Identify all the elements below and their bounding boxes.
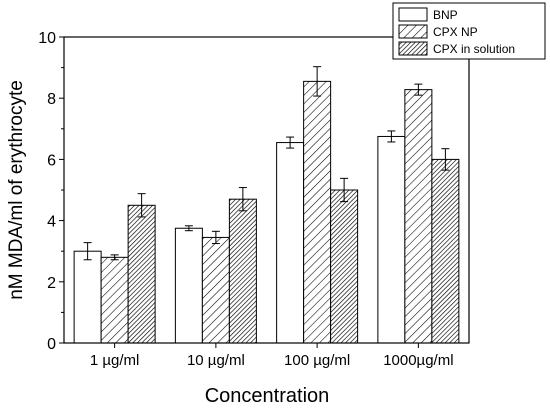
legend-label-cpx-np: CPX NP — [433, 25, 478, 39]
bar-bnp-1 — [174, 227, 203, 344]
bar-cpx-solution-2 — [330, 189, 359, 344]
legend-swatch-bnp — [398, 7, 428, 22]
bar-cpx-solution-1 — [228, 198, 257, 344]
legend-swatch-cpx-np — [398, 24, 428, 39]
y-tick-label: 6 — [47, 152, 56, 169]
bars-layer — [73, 80, 460, 344]
y-axis-title: nM MDA/ml of erythrocyte — [6, 80, 27, 300]
x-tick-label: 1 µg/ml — [90, 352, 140, 369]
bar-cpx-solution-3 — [431, 158, 460, 344]
y-tick-label: 0 — [47, 336, 56, 353]
bar-cpx-np-2 — [303, 80, 332, 344]
x-axis-title: Concentration — [205, 385, 330, 407]
x-tick-label: 10 µg/ml — [187, 352, 245, 369]
legend-label-cpx-solution: CPX in solution — [433, 42, 515, 56]
y-tick-label: 10 — [38, 30, 56, 47]
bar-bnp-3 — [377, 135, 406, 344]
bar-cpx-np-0 — [100, 256, 129, 344]
legend-swatch-cpx-solution — [398, 41, 428, 56]
y-tick-label: 2 — [47, 275, 56, 292]
bar-bnp-2 — [276, 142, 305, 344]
bar-bnp-0 — [73, 250, 102, 344]
legend-label-bnp: BNP — [433, 8, 458, 22]
bar-cpx-np-3 — [404, 89, 433, 344]
axis-layer: 1 µg/ml 10 µg/ml 100 µg/ml 1000µg/ml 0 2 4 6 8 10 — [38, 30, 453, 369]
legend: BNP CPX NP CPX in solution — [392, 2, 546, 60]
x-tick-label: 100 µg/ml — [284, 352, 350, 369]
x-tick-label: 1000µg/ml — [383, 352, 453, 369]
y-tick-label: 8 — [47, 91, 56, 108]
y-tick-label: 4 — [47, 214, 56, 231]
error-bars-layer — [83, 66, 450, 261]
bar-cpx-np-1 — [201, 236, 230, 344]
bar-cpx-solution-0 — [127, 204, 156, 344]
